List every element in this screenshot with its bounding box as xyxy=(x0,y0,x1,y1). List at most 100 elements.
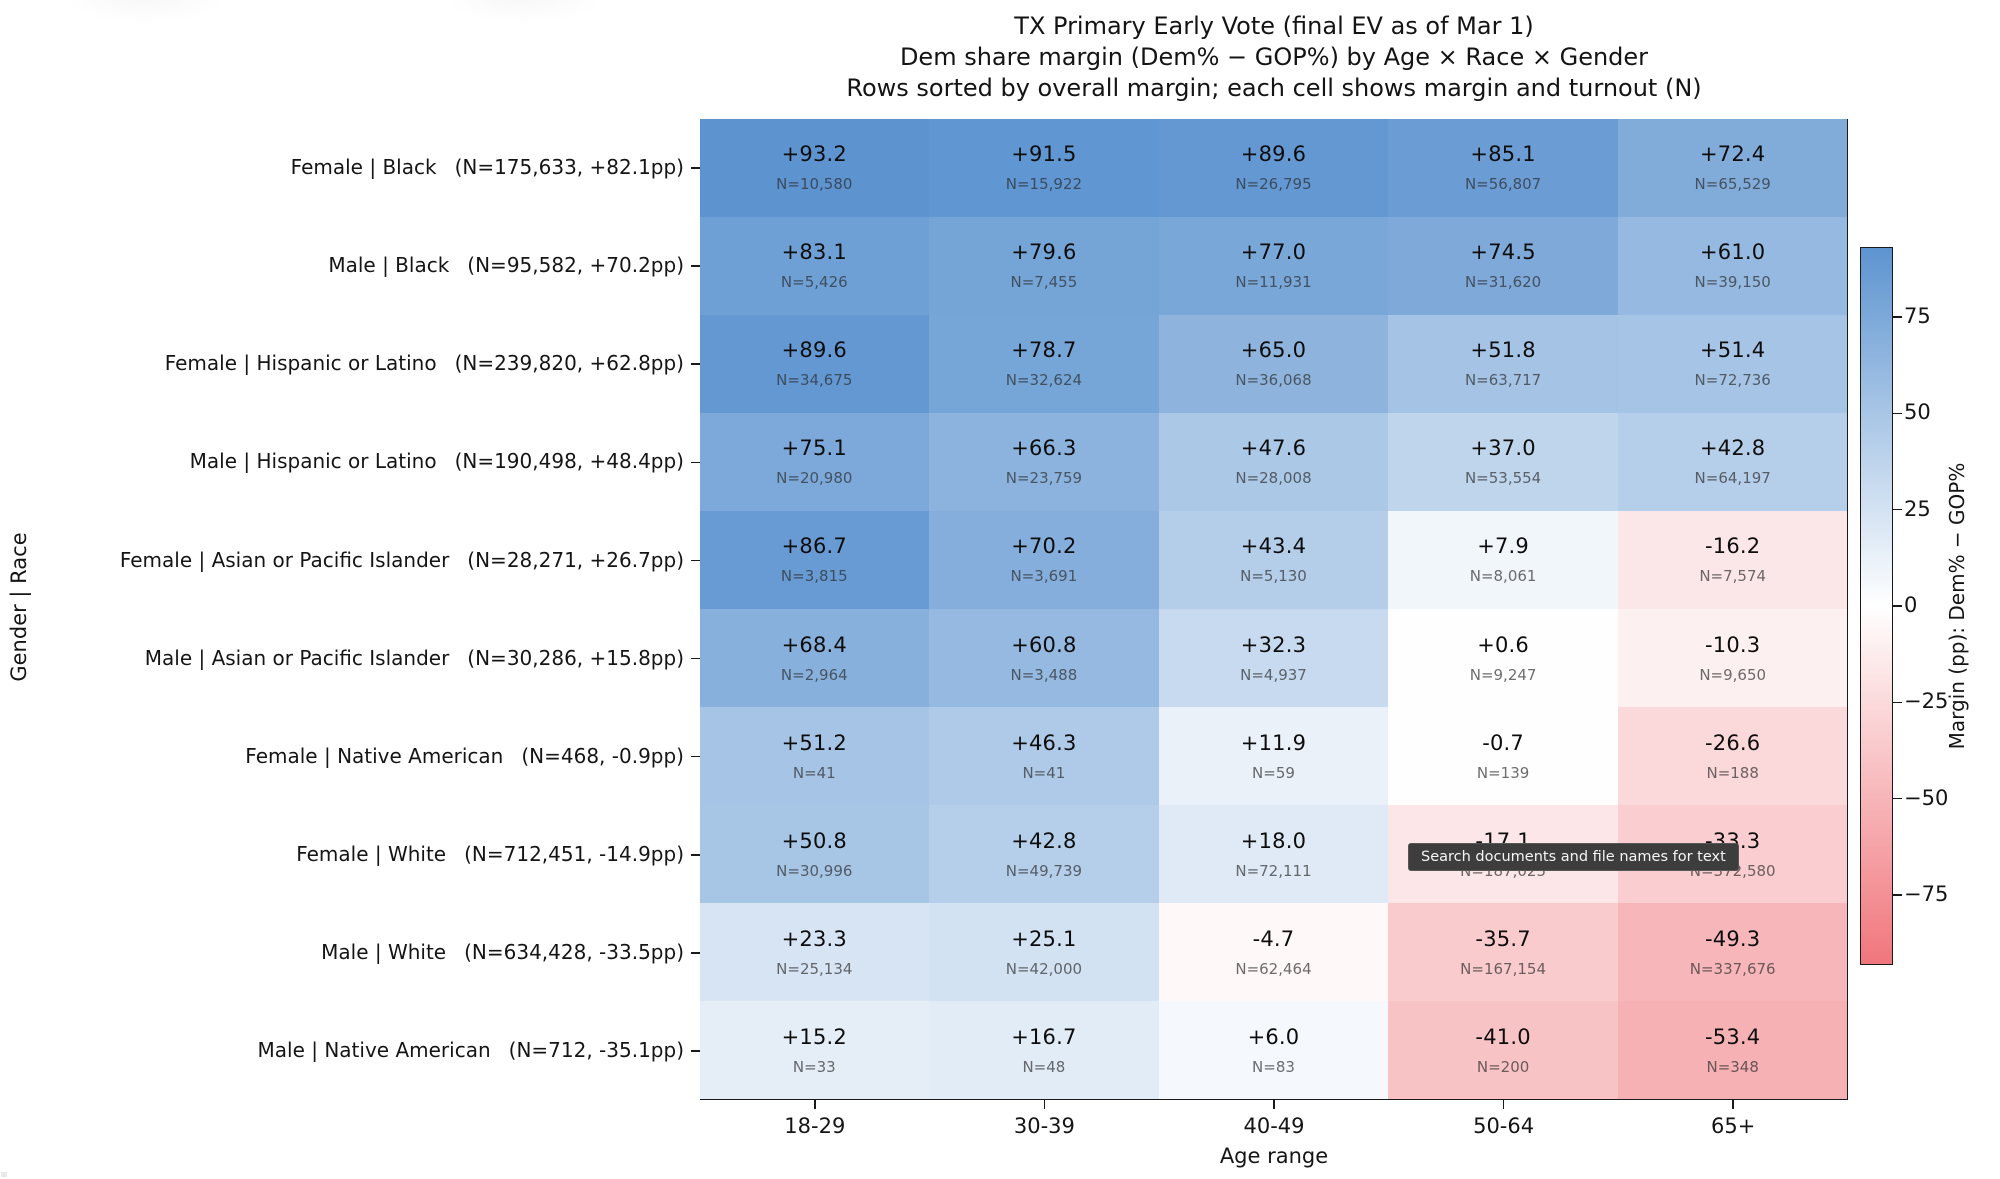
heatmap-cell: +61.0 N=39,150 xyxy=(1617,216,1848,315)
cell-turnout-value: N=25,134 xyxy=(776,959,853,978)
cell-turnout-value: N=7,455 xyxy=(1010,273,1078,292)
heatmap-cell: -41.0 N=200 xyxy=(1388,1001,1618,1100)
heatmap-cell: +70.2 N=3,691 xyxy=(929,510,1159,609)
cell-margin-value: +79.6 xyxy=(1011,240,1077,265)
cell-turnout-value: N=8,061 xyxy=(1469,567,1537,586)
colorbar-tick-mark xyxy=(1893,797,1902,800)
heatmap-cell: +6.0 N=83 xyxy=(1158,1001,1389,1100)
cell-margin-value: -53.4 xyxy=(1705,1024,1761,1049)
cell-turnout-value: N=72,736 xyxy=(1694,371,1771,390)
heatmap-plot-area: +93.2 N=10,580 +91.5 N=15,922 +89.6 N=26,795 +… xyxy=(699,118,1848,1100)
cell-margin-value: +16.7 xyxy=(1011,1024,1077,1049)
heatmap-cell: +93.2 N=10,580 xyxy=(699,118,930,217)
heatmap-cell: +42.8 N=49,739 xyxy=(929,805,1159,904)
cell-turnout-value: N=3,815 xyxy=(780,567,848,586)
cell-margin-value: +43.4 xyxy=(1240,534,1307,559)
row-group-name: Male | White xyxy=(321,939,447,964)
row-group-name: Male | Asian or Pacific Islander xyxy=(144,645,450,670)
heatmap-cell: +86.7 N=3,815 xyxy=(699,510,930,609)
y-tick-mark xyxy=(691,461,700,464)
cell-margin-value: +15.2 xyxy=(781,1024,847,1049)
cell-turnout-value: N=139 xyxy=(1476,763,1530,782)
cell-margin-value: +78.7 xyxy=(1011,338,1077,363)
cell-margin-value: +50.8 xyxy=(781,828,847,853)
heatmap-cell: +66.3 N=23,759 xyxy=(929,412,1159,511)
cell-margin-value: -49.3 xyxy=(1705,926,1761,951)
search-tooltip-text: Search documents and file names for text xyxy=(1421,849,1726,865)
heatmap-cell: -35.7 N=167,154 xyxy=(1388,903,1618,1002)
x-tick-label: 65+ xyxy=(1711,1114,1756,1138)
cell-margin-value: +42.8 xyxy=(1011,828,1077,853)
x-tick-mark xyxy=(814,1100,816,1109)
row-group-name: Female | Native American xyxy=(245,743,504,768)
heatmap-cell: +74.5 N=31,620 xyxy=(1388,216,1618,315)
cell-margin-value: +89.6 xyxy=(781,338,847,363)
cell-margin-value: +72.4 xyxy=(1700,142,1766,167)
y-tick-label: Female | Black (N=175,633, +82.1pp) xyxy=(291,155,684,179)
chart-title-block: TX Primary Early Vote (final EV as of Ma… xyxy=(700,11,1848,104)
heatmap-cell: -0.7 N=139 xyxy=(1388,707,1618,806)
heatmap-cell: +85.1 N=56,807 xyxy=(1388,118,1618,217)
cell-margin-value: +51.2 xyxy=(781,730,847,755)
cell-margin-value: +85.1 xyxy=(1470,142,1536,167)
colorbar-tick-mark xyxy=(1893,701,1902,704)
row-summary: (N=28,271, +26.7pp) xyxy=(467,547,684,572)
cell-turnout-value: N=63,717 xyxy=(1464,371,1542,390)
search-tooltip: Search documents and file names for text xyxy=(1408,843,1739,871)
y-tick-mark xyxy=(691,952,700,954)
colorbar-tick-mark xyxy=(1893,605,1902,607)
heatmap-cell: +47.6 N=28,008 xyxy=(1158,412,1389,511)
cell-margin-value: +6.0 xyxy=(1247,1024,1300,1049)
chart-subtitle: Dem share margin (Dem% − GOP%) by Age × … xyxy=(899,43,1649,71)
cell-turnout-value: N=53,554 xyxy=(1464,469,1542,488)
cell-turnout-value: N=72,111 xyxy=(1235,861,1312,880)
heatmap-cell: +78.7 N=32,624 xyxy=(929,314,1159,413)
heatmap-cell: +16.7 N=48 xyxy=(929,1001,1159,1100)
cell-turnout-value: N=188 xyxy=(1706,763,1759,782)
cell-margin-value: +93.2 xyxy=(781,142,847,167)
y-tick-mark xyxy=(691,559,700,562)
heatmap-cell: +68.4 N=2,964 xyxy=(699,609,930,708)
cell-turnout-value: N=15,922 xyxy=(1005,175,1083,194)
cell-turnout-value: N=10,580 xyxy=(776,175,853,194)
row-summary: (N=30,286, +15.8pp) xyxy=(467,645,684,670)
cell-margin-value: +65.0 xyxy=(1240,338,1307,363)
y-tick-mark xyxy=(691,167,700,169)
row-group-name: Male | Native American xyxy=(257,1037,491,1062)
heatmap-cell: +77.0 N=11,931 xyxy=(1158,216,1389,315)
colorbar-tick-label: 50 xyxy=(1904,400,1931,425)
cell-margin-value: +83.1 xyxy=(781,240,847,265)
y-tick-mark xyxy=(691,1050,700,1052)
colorbar-tick-mark xyxy=(1893,316,1902,318)
colorbar-tick-label: −50 xyxy=(1904,785,1949,810)
row-group-name: Female | White xyxy=(296,841,447,866)
colorbar-tick-label: 25 xyxy=(1904,496,1931,521)
colorbar-tick-mark xyxy=(1893,508,1902,511)
cell-turnout-value: N=3,691 xyxy=(1010,567,1078,586)
cell-turnout-value: N=348 xyxy=(1706,1057,1759,1076)
cell-turnout-value: N=42,000 xyxy=(1005,959,1083,978)
cell-turnout-value: N=56,807 xyxy=(1464,175,1542,194)
cell-turnout-value: N=31,620 xyxy=(1464,273,1542,292)
cell-turnout-value: N=9,247 xyxy=(1469,665,1537,684)
cell-turnout-value: N=7,574 xyxy=(1699,567,1767,586)
heatmap-cell: -26.6 N=188 xyxy=(1617,707,1848,806)
y-tick-mark xyxy=(691,854,700,856)
row-summary: (N=175,633, +82.1pp) xyxy=(454,155,684,180)
cell-margin-value: +51.4 xyxy=(1700,338,1766,363)
heatmap-cell: +37.0 N=53,554 xyxy=(1388,412,1618,511)
y-tick-label: Male | Hispanic or Latino (N=190,498, +48… xyxy=(190,449,684,473)
y-tick-mark xyxy=(691,265,700,267)
heatmap-cell: +51.8 N=63,717 xyxy=(1388,314,1618,413)
row-group-name: Female | Asian or Pacific Islander xyxy=(119,547,450,572)
heatmap-cell: +89.6 N=26,795 xyxy=(1158,118,1389,217)
row-group-name: Male | Black xyxy=(328,253,450,278)
x-tick-mark xyxy=(1043,1100,1046,1109)
cell-margin-value: +66.3 xyxy=(1011,436,1077,461)
cell-turnout-value: N=34,675 xyxy=(776,371,853,390)
cell-margin-value: -0.7 xyxy=(1482,730,1524,755)
y-tick-label: Female | Asian or Pacific Islander (N=28,… xyxy=(120,548,684,572)
heatmap-cell: +50.8 N=30,996 xyxy=(699,805,930,904)
cell-margin-value: +11.9 xyxy=(1240,730,1307,755)
cell-turnout-value: N=83 xyxy=(1252,1057,1295,1076)
